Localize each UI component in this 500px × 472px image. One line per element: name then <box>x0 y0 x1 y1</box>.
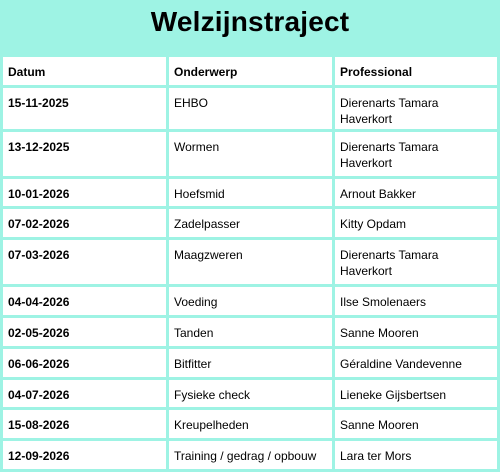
column-header-datum: Datum <box>3 57 166 85</box>
table-row-professional: Géraldine Vandevenne <box>335 349 497 377</box>
column-header-onderwerp: Onderwerp <box>169 57 332 85</box>
table-row-professional: Sanne Mooren <box>335 410 497 438</box>
table-row-professional: Ilse Smolenaers <box>335 287 497 315</box>
table-row-date: 04-07-2026 <box>3 380 166 407</box>
table-row-topic: Maagzweren <box>169 240 332 284</box>
table-row-professional: Arnout Bakker <box>335 179 497 206</box>
table-row-topic: Hoefsmid <box>169 179 332 206</box>
table-row-professional: Sanne Mooren <box>335 318 497 346</box>
table-row-date: 07-02-2026 <box>3 209 166 237</box>
table-row-date: 06-06-2026 <box>3 349 166 377</box>
table-row-date: 13-12-2025 <box>3 132 166 176</box>
table-row-topic: Wormen <box>169 132 332 176</box>
table-row-date: 10-01-2026 <box>3 179 166 206</box>
table-row-date: 07-03-2026 <box>3 240 166 284</box>
table-row-date: 15-11-2025 <box>3 88 166 129</box>
table-row-topic: Voeding <box>169 287 332 315</box>
table-row-topic: Zadelpasser <box>169 209 332 237</box>
table-row-topic: EHBO <box>169 88 332 129</box>
table-row-topic: Fysieke check <box>169 380 332 407</box>
table-row-professional: Dierenarts Tamara Haverkort <box>335 240 497 284</box>
table-row-professional: Lieneke Gijsbertsen <box>335 380 497 407</box>
table-row-date: 12-09-2026 <box>3 441 166 469</box>
table-row-professional: Dierenarts Tamara Haverkort <box>335 88 497 129</box>
table-row-professional: Kitty Opdam <box>335 209 497 237</box>
table-row-professional: Dierenarts Tamara Haverkort <box>335 132 497 176</box>
table-row-topic: Training / gedrag / opbouw <box>169 441 332 469</box>
table-row-topic: Tanden <box>169 318 332 346</box>
table-row-date: 04-04-2026 <box>3 287 166 315</box>
column-header-professional: Professional <box>335 57 497 85</box>
table-row-date: 15-08-2026 <box>3 410 166 438</box>
page-title: Welzijnstraject <box>150 6 350 37</box>
table-row-topic: Bitfitter <box>169 349 332 377</box>
table-row-professional: Lara ter Mors <box>335 441 497 469</box>
table-row-topic: Kreupelheden <box>169 410 332 438</box>
table-row-date: 02-05-2026 <box>3 318 166 346</box>
